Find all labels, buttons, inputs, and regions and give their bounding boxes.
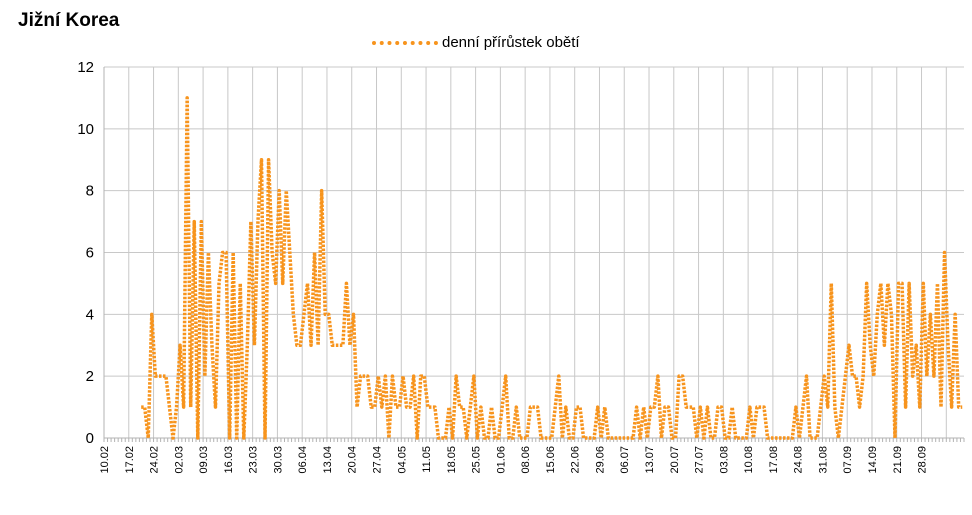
y-tick-label: 2 bbox=[86, 368, 94, 385]
x-tick-label: 09.03 bbox=[198, 446, 210, 474]
y-tick-label: 12 bbox=[77, 59, 94, 76]
x-tick-label: 28.09 bbox=[917, 446, 929, 474]
legend-swatch bbox=[372, 40, 438, 45]
x-tick-label: 04.05 bbox=[396, 446, 408, 474]
x-tick-label: 29.06 bbox=[594, 446, 606, 474]
x-tick-label: 06.04 bbox=[297, 446, 309, 474]
x-tick-label: 20.07 bbox=[669, 446, 681, 474]
x-tick-label: 22.06 bbox=[570, 446, 582, 474]
x-tick-label: 11.05 bbox=[421, 446, 433, 473]
x-tick-label: 25.05 bbox=[471, 446, 483, 474]
x-tick-label: 30.03 bbox=[272, 446, 284, 474]
x-tick-label: 02.03 bbox=[173, 446, 185, 474]
x-tick-label: 24.02 bbox=[149, 446, 161, 474]
x-tick-label: 17.02 bbox=[124, 446, 136, 474]
x-tick-label: 15.06 bbox=[545, 446, 557, 474]
x-tick-label: 07.09 bbox=[842, 446, 854, 474]
x-tick-label: 06.07 bbox=[619, 446, 631, 474]
x-tick-label: 13.04 bbox=[322, 446, 334, 474]
y-tick-label: 0 bbox=[86, 430, 94, 447]
x-tick-label: 27.07 bbox=[694, 446, 706, 474]
x-tick-label: 20.04 bbox=[347, 446, 359, 474]
x-tick-label: 21.09 bbox=[892, 446, 904, 474]
y-tick-label: 8 bbox=[86, 183, 94, 200]
x-tick-label: 31.08 bbox=[817, 446, 829, 474]
x-tick-label: 10.02 bbox=[99, 446, 111, 474]
x-tick-label: 10.08 bbox=[743, 446, 755, 474]
y-tick-label: 10 bbox=[77, 121, 94, 138]
chart-title: Jižní Korea bbox=[18, 10, 120, 31]
y-tick-label: 6 bbox=[86, 245, 94, 262]
x-tick-label: 17.08 bbox=[768, 446, 780, 474]
x-tick-label: 16.03 bbox=[223, 446, 235, 474]
x-tick-label: 23.03 bbox=[248, 446, 260, 474]
x-tick-label: 08.06 bbox=[520, 446, 532, 474]
legend-label: denní přírůstek obětí bbox=[442, 34, 580, 51]
x-tick-label: 14.09 bbox=[867, 446, 879, 474]
x-tick-label: 13.07 bbox=[644, 446, 656, 474]
x-tick-label: 01.06 bbox=[495, 446, 507, 474]
series-line bbox=[141, 96, 963, 440]
x-tick-label: 18.05 bbox=[446, 446, 458, 474]
x-tick-label: 27.04 bbox=[372, 446, 384, 474]
x-tick-label: 03.08 bbox=[718, 446, 730, 474]
x-tick-label: 24.08 bbox=[793, 446, 805, 474]
chart-legend: denní přírůstek obětí bbox=[372, 34, 580, 51]
y-tick-label: 4 bbox=[86, 306, 94, 323]
